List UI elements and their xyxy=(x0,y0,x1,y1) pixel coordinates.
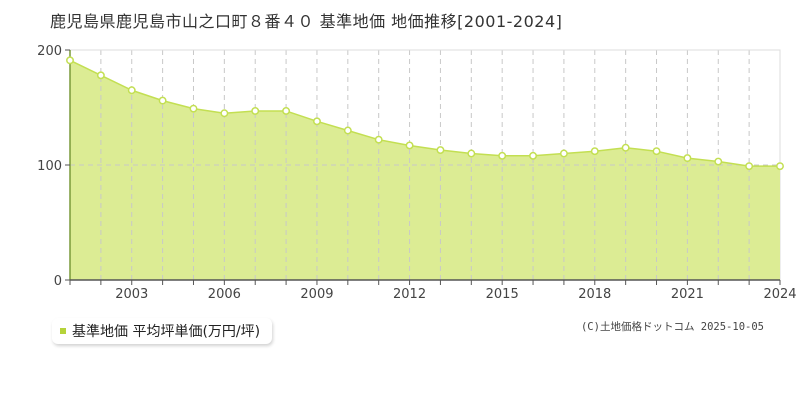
x-tick-label: 2012 xyxy=(393,287,426,302)
data-point-marker xyxy=(158,96,167,105)
data-point-marker xyxy=(313,117,321,126)
data-point-marker xyxy=(96,71,105,80)
x-tick-label: 2018 xyxy=(578,287,611,302)
data-point-marker xyxy=(745,162,754,171)
data-point-marker xyxy=(405,141,414,150)
x-tick-label: 2021 xyxy=(671,287,704,302)
data-point-marker xyxy=(652,147,661,156)
x-tick-label: 2009 xyxy=(300,287,333,302)
x-tick-label: 2024 xyxy=(763,287,796,302)
legend: 基準地価 平均坪単価(万円/坪) xyxy=(52,318,273,344)
x-tick-label: 2003 xyxy=(115,287,148,302)
data-point-marker xyxy=(621,143,630,152)
data-line xyxy=(69,59,780,167)
data-point-marker xyxy=(282,107,291,115)
area-fill xyxy=(70,60,780,280)
data-point-marker xyxy=(436,146,445,155)
data-point-marker xyxy=(343,126,352,135)
data-point-marker xyxy=(529,151,537,160)
x-tick-label: 2015 xyxy=(486,287,519,302)
data-point-marker xyxy=(498,151,507,160)
y-tick-label: 0 xyxy=(54,274,62,289)
y-tick-label: 100 xyxy=(37,159,62,174)
data-point-marker xyxy=(189,104,198,113)
chart-title: 鹿児島県鹿児島市山之口町８番４０ 基準地価 地価推移[2001-2024] xyxy=(50,12,563,31)
data-point-marker xyxy=(559,149,568,158)
data-point-marker xyxy=(776,162,784,171)
data-point-marker xyxy=(467,149,476,158)
data-point-marker xyxy=(714,157,723,166)
data-point-marker xyxy=(66,56,74,65)
y-tick-label: 200 xyxy=(37,44,62,59)
data-point-marker xyxy=(683,154,692,163)
data-point-marker xyxy=(127,86,136,95)
data-point-marker xyxy=(374,135,383,144)
data-point-marker xyxy=(251,107,260,115)
copyright-credit: (C)土地価格ドットコム 2025-10-05 xyxy=(580,321,764,333)
x-tick-label: 2006 xyxy=(208,287,241,302)
data-point-marker xyxy=(590,147,599,156)
legend-swatch-icon xyxy=(60,328,66,334)
legend-label: 基準地価 平均坪単価(万円/坪) xyxy=(72,324,261,340)
data-point-marker xyxy=(220,109,229,118)
